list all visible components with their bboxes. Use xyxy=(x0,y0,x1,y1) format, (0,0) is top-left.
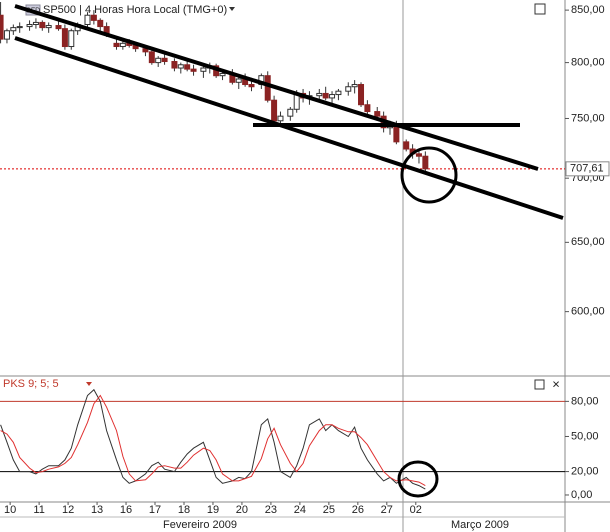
y-tick-label: 650,00 xyxy=(571,236,605,248)
candle-body xyxy=(68,30,75,48)
candle-body xyxy=(415,153,422,157)
candle-body xyxy=(287,108,294,117)
x-tick-label: 24 xyxy=(294,504,306,516)
oscillator-line xyxy=(0,394,426,487)
candle-body xyxy=(184,64,191,70)
dropdown[interactable] xyxy=(229,7,235,11)
y-tick-label: 750,00 xyxy=(571,112,605,124)
candle-body xyxy=(26,24,33,28)
candle-body xyxy=(235,78,242,83)
candle-body xyxy=(0,14,4,40)
candle-body xyxy=(316,92,323,97)
candle-body xyxy=(200,67,207,72)
x-tick-label: 02 xyxy=(410,504,422,516)
candle-body xyxy=(248,84,255,88)
candle-body xyxy=(61,28,68,48)
candle-body xyxy=(10,27,17,32)
candle-body xyxy=(16,26,23,29)
x-tick-label: 16 xyxy=(120,504,132,516)
candle-body xyxy=(364,104,371,113)
candle-body xyxy=(403,141,410,150)
y-tick-label: 0,00 xyxy=(571,489,592,501)
month-label: Março 2009 xyxy=(451,519,509,531)
candle-body xyxy=(84,14,91,26)
candle-body xyxy=(90,14,97,21)
y-tick-label: 600,00 xyxy=(571,306,605,318)
x-tick-label: 17 xyxy=(149,504,161,516)
oscillator-line xyxy=(0,388,426,490)
last-price-label: 707,61 xyxy=(570,163,604,175)
x-tick-label: 20 xyxy=(236,504,248,516)
x-tick-label: 26 xyxy=(352,504,364,516)
y-tick-label: 20,00 xyxy=(571,465,599,477)
highlight-circle xyxy=(400,146,458,204)
x-tick-label: 18 xyxy=(178,504,190,516)
dropdown[interactable] xyxy=(86,382,92,386)
candle-body xyxy=(39,21,46,29)
trend-line xyxy=(14,36,564,220)
x-tick-label: 12 xyxy=(62,504,74,516)
x-tick-label: 19 xyxy=(207,504,219,516)
candle-body xyxy=(271,99,278,122)
candle-body xyxy=(97,19,104,28)
candle-body xyxy=(161,57,168,63)
highlight-circle xyxy=(397,460,439,498)
close-button[interactable]: × xyxy=(552,376,560,391)
candle-body xyxy=(277,115,284,122)
candle-body xyxy=(55,25,62,30)
candle-body xyxy=(264,75,271,101)
candle-body xyxy=(113,42,120,48)
indicator-title: PKS 9; 5; 5 xyxy=(3,378,59,390)
x-tick-label: 23 xyxy=(265,504,277,516)
candle-body xyxy=(155,57,162,64)
annotations xyxy=(14,4,564,498)
candle-body xyxy=(374,111,381,117)
x-tick-label: 13 xyxy=(91,504,103,516)
y-tick-label: 50,00 xyxy=(571,430,599,442)
y-tick-label: 850,00 xyxy=(571,4,605,16)
candle-body xyxy=(219,72,226,77)
chart-title: SP500 | 4 Horas Hora Local (TMG+0) xyxy=(43,4,227,16)
x-tick-label: 11 xyxy=(33,504,44,516)
candle-body xyxy=(190,68,197,72)
candle-body xyxy=(119,42,126,48)
candle-body xyxy=(32,21,39,26)
candle-body xyxy=(358,84,365,106)
y-tick-label: 80,00 xyxy=(571,395,599,407)
candle-body xyxy=(3,30,10,40)
candle-body xyxy=(171,61,178,69)
month-label: Fevereiro 2009 xyxy=(163,519,237,531)
maximize-button[interactable] xyxy=(534,379,545,390)
candle-body xyxy=(148,51,155,64)
maximize-button[interactable] xyxy=(534,3,546,15)
candle-body xyxy=(335,90,342,96)
candle-body xyxy=(422,155,429,170)
x-tick-label: 27 xyxy=(381,504,393,516)
candle-body xyxy=(329,94,336,99)
candle-body xyxy=(345,86,352,92)
candle-body xyxy=(351,84,358,88)
last-price-box xyxy=(565,161,610,177)
candle-body xyxy=(177,64,184,69)
x-tick-label: 25 xyxy=(323,504,335,516)
candle-body xyxy=(45,25,52,29)
x-tick-label: 10 xyxy=(4,504,16,516)
candle-body xyxy=(322,92,329,99)
y-tick-label: 800,00 xyxy=(571,57,605,69)
trend-line xyxy=(14,4,539,171)
